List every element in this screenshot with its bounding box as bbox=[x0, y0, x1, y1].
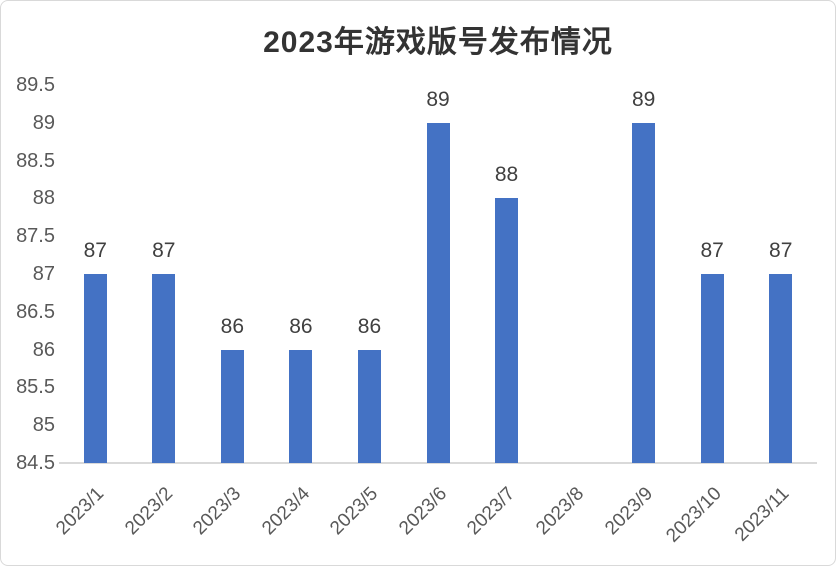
x-tick-label: 2023/7 bbox=[463, 483, 520, 540]
x-tick-label: 2023/6 bbox=[395, 483, 452, 540]
x-tick-label: 2023/1 bbox=[52, 483, 109, 540]
bar-value-label: 87 bbox=[152, 239, 176, 262]
y-tick-label: 86 bbox=[32, 338, 55, 361]
bar-2023/9 bbox=[632, 122, 656, 463]
y-tick-label: 84.5 bbox=[16, 452, 55, 474]
bar-2023/5 bbox=[357, 349, 381, 463]
bar-2023/3 bbox=[220, 349, 244, 463]
chart-title: 2023年游戏版号发布情况 bbox=[263, 26, 613, 59]
x-tick-label: 2023/10 bbox=[661, 483, 726, 547]
bar-2023/11 bbox=[769, 274, 793, 463]
x-tick-label: 2023/3 bbox=[189, 483, 246, 540]
y-tick-label: 88 bbox=[32, 187, 55, 210]
x-tick-label: 2023/9 bbox=[600, 483, 657, 540]
bar-2023/4 bbox=[289, 349, 313, 463]
y-tick-label: 89 bbox=[32, 111, 55, 134]
bar-value-label: 89 bbox=[426, 87, 450, 111]
bar-value-label: 89 bbox=[631, 87, 656, 111]
bar-value-label: 88 bbox=[494, 163, 519, 187]
y-tick-label: 86.5 bbox=[16, 300, 55, 323]
x-tick-label: 2023/4 bbox=[258, 483, 314, 540]
x-tick-label: 2023/8 bbox=[532, 483, 589, 540]
bar-value-label: 86 bbox=[357, 314, 382, 338]
x-tick-label: 2023/5 bbox=[326, 483, 383, 540]
bar-value-label: 86 bbox=[220, 314, 245, 338]
y-tick-label: 85.5 bbox=[16, 376, 55, 399]
bar-value-label: 87 bbox=[700, 239, 724, 262]
y-tick-label: 87 bbox=[32, 263, 55, 285]
bar-2023/7 bbox=[495, 198, 519, 463]
x-axis-line bbox=[59, 462, 817, 464]
y-tick-label: 85 bbox=[32, 414, 55, 437]
y-tick-label: 88.5 bbox=[16, 149, 55, 172]
x-tick-label: 2023/11 bbox=[731, 483, 794, 546]
bar-2023/6 bbox=[426, 122, 450, 463]
bar-2023/1 bbox=[83, 274, 107, 463]
bar-value-label: 87 bbox=[83, 239, 107, 262]
y-tick-label: 89.5 bbox=[16, 74, 55, 96]
bar-2023/10 bbox=[700, 274, 724, 463]
x-tick-label: 2023/2 bbox=[120, 483, 177, 540]
y-tick-label: 87.5 bbox=[16, 225, 55, 248]
bar-value-label: 86 bbox=[289, 314, 313, 338]
bar-value-label: 87 bbox=[769, 239, 793, 262]
bar-2023/2 bbox=[152, 274, 176, 463]
